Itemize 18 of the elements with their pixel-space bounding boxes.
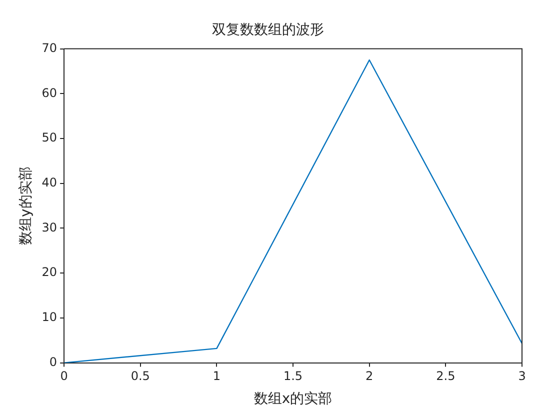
x-tick-label: 0.5 — [130, 369, 150, 384]
y-tick-label: 50 — [42, 130, 58, 145]
x-tick-label: 3 — [518, 369, 526, 384]
y-tick-label: 0 — [49, 354, 58, 369]
x-tick-label: 1 — [212, 369, 221, 384]
y-tick-label: 70 — [42, 40, 58, 55]
y-tick-label: 30 — [42, 220, 58, 234]
x-tick-label: 1.5 — [283, 369, 303, 384]
x-tick-label: 2.5 — [436, 369, 456, 384]
y-axis-title: 数组y的实部 — [18, 166, 34, 245]
x-tick-label: 2 — [366, 369, 374, 384]
x-tick-label: 0 — [60, 369, 68, 384]
y-tick-label: 40 — [42, 175, 58, 190]
y-tick-label: 20 — [42, 265, 58, 280]
y-tick-label: 60 — [42, 86, 58, 100]
x-axis-title: 数组x的实部 — [254, 391, 332, 408]
chart-title: 双复数数组的波形 — [212, 22, 324, 38]
y-tick-label: 10 — [42, 310, 58, 324]
